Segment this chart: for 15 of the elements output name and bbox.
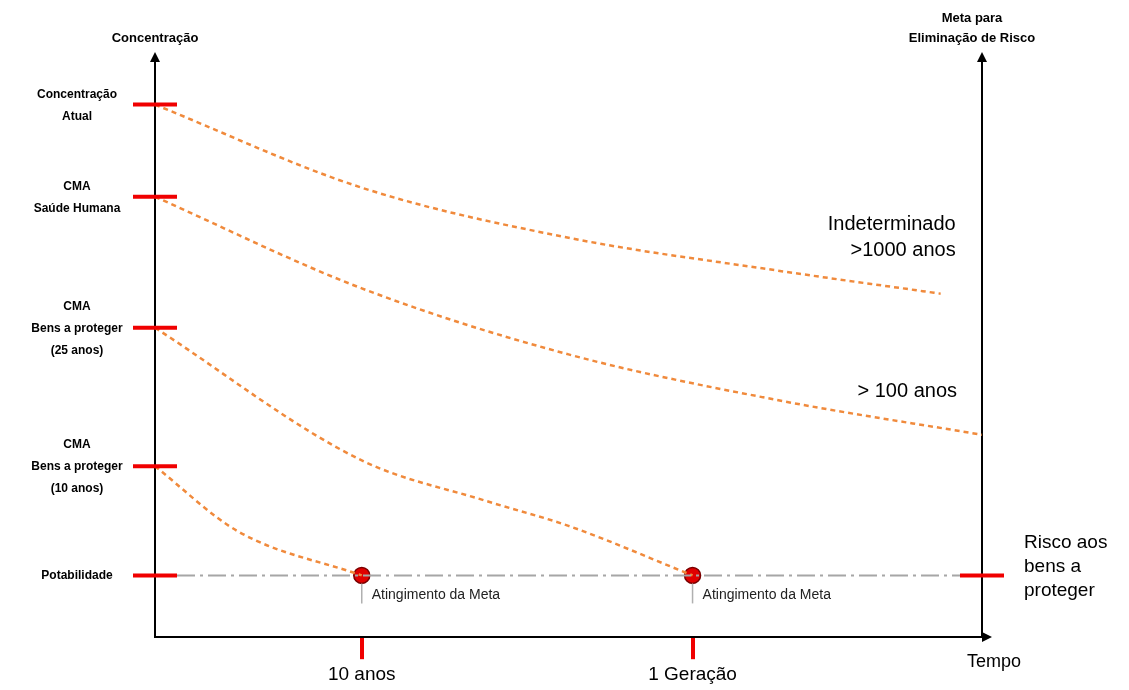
series-label: > 100 anos	[857, 378, 957, 401]
annotation: Atingimento da Meta	[702, 586, 832, 603]
text: Potabilidade	[41, 568, 113, 583]
y-axis-title: Concentração	[111, 30, 199, 45]
text: Concentração Atual	[36, 86, 118, 123]
text: CMA Bens a proteger (10 anos)	[31, 437, 124, 496]
y2-axis-title: Meta para Eliminação de Risco	[908, 10, 1036, 45]
x-tick-label: 1 Geração	[648, 662, 737, 684]
annotation: Atingimento da Meta	[371, 586, 501, 603]
text: CMA Saúde Humana	[33, 178, 121, 215]
ref-line-label: Risco aos bens a proteger	[1024, 531, 1108, 601]
x-axis-title: Tempo	[966, 651, 1022, 672]
text: CMA Bens a proteger (25 anos)	[31, 298, 124, 357]
x-tick-label: 10 anos	[327, 662, 396, 684]
series-label: Indeterminado >1000 anos	[827, 211, 956, 260]
